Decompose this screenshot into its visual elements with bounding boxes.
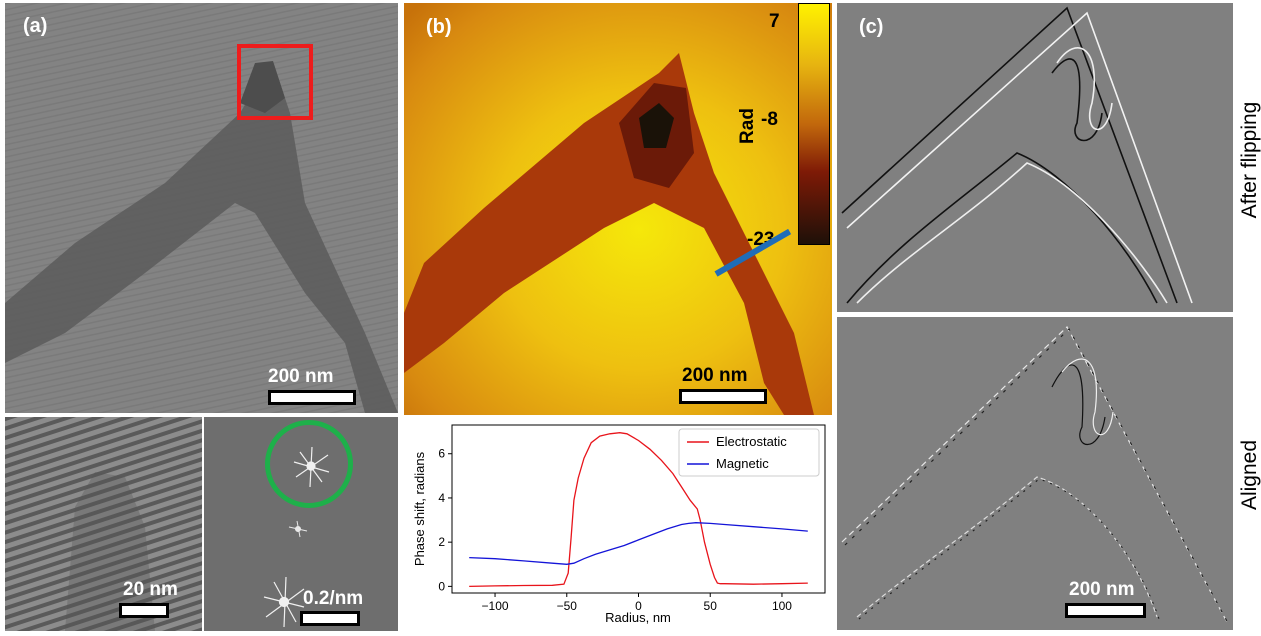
colorbar <box>798 3 830 245</box>
legend-label-magnetic: Magnetic <box>716 456 769 471</box>
phase-map-drawing <box>404 3 832 415</box>
panel-a-label: (a) <box>23 15 48 37</box>
legend-label-electrostatic: Electrostatic <box>716 434 787 449</box>
tem-image-drawing <box>5 3 398 413</box>
phase-profile-chart: −100 −50 0 50 100 0 2 4 6 Radius, nm Phase shift… <box>404 418 834 636</box>
fft-scalebar <box>300 611 360 626</box>
fft-inset-image: 0.2/nm <box>204 417 398 631</box>
x-tick-label: 100 <box>772 599 792 613</box>
panel-c-after-flipping-image: (c) <box>837 3 1233 312</box>
x-tick-label: −50 <box>557 599 578 613</box>
panel-b-label: (b) <box>426 16 452 38</box>
x-tick-label: 0 <box>635 599 642 613</box>
edge-map-scalebar-label: 200 nm <box>1069 579 1135 600</box>
y-tick-label: 4 <box>438 491 445 505</box>
panel-c-label: (c) <box>859 16 884 38</box>
phase-map-scalebar-label: 200 nm <box>682 365 748 386</box>
panel-a-tem-image: (a) 200 nm <box>5 3 398 413</box>
colorbar-max-label: 7 <box>769 11 780 32</box>
edge-map-scalebar <box>1065 603 1146 618</box>
aligned-side-label: Aligned <box>1238 439 1261 511</box>
fft-spot-center <box>288 520 308 538</box>
y-tick-label: 6 <box>438 447 445 461</box>
colorbar-title: Rad <box>736 108 758 144</box>
hrtem-scalebar-label: 20 nm <box>123 579 178 600</box>
phase-map-scalebar <box>679 389 767 404</box>
fft-scalebar-label: 0.2/nm <box>303 588 364 609</box>
y-axis-label: Phase shift, radians <box>412 451 427 566</box>
colorbar-mid-label: -8 <box>761 109 778 130</box>
fft-spot-bottom <box>263 576 305 628</box>
y-tick-label: 2 <box>438 535 445 549</box>
tem-scalebar <box>268 390 356 405</box>
x-tick-label: 50 <box>704 599 718 613</box>
hrtem-inset-image: 20 nm <box>5 417 202 631</box>
edge-map-after-flipping <box>841 6 1193 304</box>
phase-profile-plot: −100 −50 0 50 100 0 2 4 6 Radius, nm Phase shift… <box>412 424 826 625</box>
panel-c-aligned-image: 200 nm <box>837 317 1233 630</box>
x-axis-label: Radius, nm <box>605 610 671 625</box>
x-tick-label: −100 <box>482 599 509 613</box>
hrtem-scalebar <box>119 603 169 618</box>
panel-b-phase-map: (b) 7 -8 -23 Rad 200 nm <box>404 3 832 415</box>
y-tick-label: 0 <box>438 579 445 593</box>
legend: Electrostatic Magnetic <box>678 428 820 477</box>
tem-scalebar-label: 200 nm <box>268 366 334 387</box>
hrtem-lattice-drawing <box>5 417 202 631</box>
fft-selection-circle <box>265 420 353 508</box>
series-line-magnetic <box>469 522 808 565</box>
after-flipping-side-label: After flipping <box>1238 101 1261 219</box>
series-line-electrostatic <box>469 432 808 588</box>
edge-map-aligned <box>841 326 1230 626</box>
region-of-interest-box <box>237 44 313 120</box>
